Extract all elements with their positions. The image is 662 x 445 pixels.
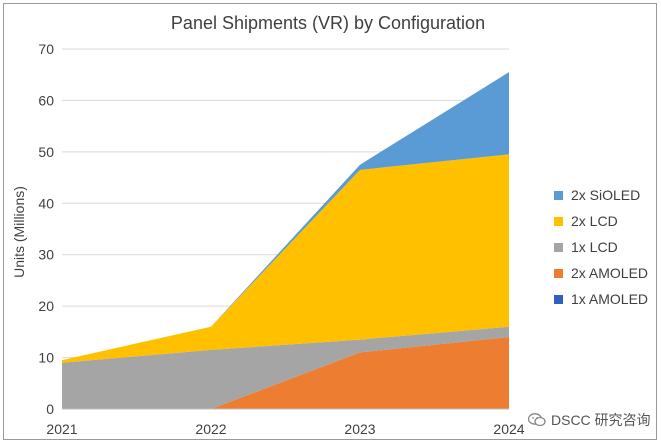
legend-swatch <box>554 242 563 252</box>
legend-item: 1x LCD <box>554 234 648 260</box>
legend-swatch <box>554 294 563 304</box>
chart-frame: Panel Shipments (VR) by Configuration 0 1… <box>3 3 657 440</box>
chart-canvas: Panel Shipments (VR) by Configuration 0 1… <box>11 13 525 437</box>
x-tick-label: 2023 <box>344 421 375 437</box>
y-tick-label: 0 <box>46 401 54 417</box>
y-axis-title: Units (Millions) <box>11 186 27 278</box>
area-series-2x-lcd <box>62 154 509 363</box>
y-tick-label: 40 <box>38 195 54 211</box>
y-tick-label: 10 <box>38 350 54 366</box>
area-series-1x-lcd <box>62 326 509 409</box>
plot-areas <box>62 72 509 409</box>
y-tick-label: 30 <box>38 247 54 263</box>
x-tick-label: 2024 <box>493 421 524 437</box>
watermark-text: DSCC 研究咨询 <box>551 412 651 428</box>
wechat-icon <box>527 413 546 427</box>
legend-label: 1x LCD <box>571 239 618 255</box>
legend-label: 2x AMOLED <box>571 265 649 281</box>
y-tick-label: 60 <box>38 92 54 108</box>
chart-title: Panel Shipments (VR) by Configuration <box>171 13 485 33</box>
area-series-2x-sioled <box>62 72 509 361</box>
legend-label: 1x AMOLED <box>571 291 649 307</box>
legend-item: 2x AMOLED <box>554 260 648 286</box>
legend-swatch <box>554 216 563 226</box>
y-tick-label: 50 <box>38 144 54 160</box>
legend-swatch <box>554 268 563 278</box>
y-tick-label: 20 <box>38 298 54 314</box>
chart-legend: 2x SiOLED 2x LCD 1x LCD 2x AMOLED 1x AMOLED <box>554 182 648 312</box>
watermark: DSCC 研究咨询 <box>524 408 655 432</box>
legend-label: 2x SiOLED <box>571 187 641 203</box>
x-tick-label: 2021 <box>46 421 77 437</box>
y-tick-label: 70 <box>38 41 54 57</box>
legend-swatch <box>554 190 563 200</box>
legend-label: 2x LCD <box>571 213 618 229</box>
axes: 0 10 20 30 40 50 60 70 2021 2022 2023 2024 <box>38 41 524 437</box>
legend-item: 2x SiOLED <box>554 182 648 208</box>
legend-item: 1x AMOLED <box>554 286 648 312</box>
legend-item: 2x LCD <box>554 208 648 234</box>
area-series-2x-amoled <box>62 337 509 409</box>
x-tick-label: 2022 <box>195 421 226 437</box>
